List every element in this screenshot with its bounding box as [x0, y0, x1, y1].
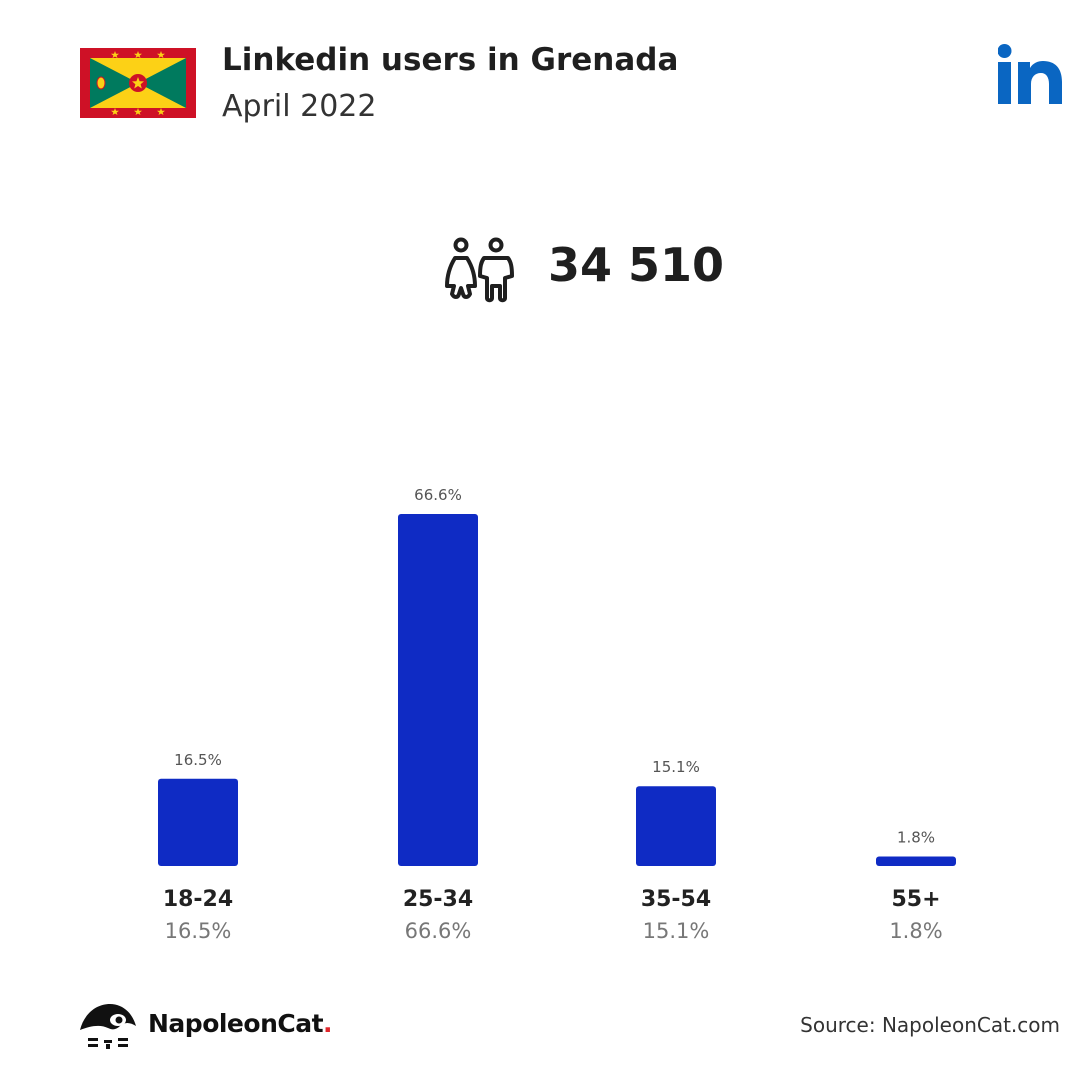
category-label: 35-54 [641, 887, 711, 912]
chart-title: Linkedin users in Grenada [222, 42, 679, 78]
category-value-label: 1.8% [889, 919, 942, 943]
brand-dot: . [323, 1009, 333, 1038]
bar-data-label: 66.6% [414, 486, 462, 504]
bar-35-54 [636, 786, 716, 866]
total-users-value: 34 510 [548, 238, 725, 292]
brand-name-text: NapoleonCat [148, 1009, 324, 1038]
category-value-label: 66.6% [405, 919, 472, 943]
napoleoncat-brand-name: NapoleonCat. [148, 1009, 333, 1038]
chart-subtitle-date: April 2022 [222, 89, 377, 124]
category-value-label: 16.5% [165, 919, 232, 943]
bar-18-24 [158, 778, 238, 866]
category-label: 55+ [891, 887, 940, 912]
age-distribution-bar-chart: 16.5% 18-24 16.5% 66.6% 25-34 66.6% 15.1% 35-54… [158, 486, 956, 943]
bar-55+ [876, 856, 956, 866]
category-value-label: 15.1% [643, 919, 710, 943]
napoleoncat-logo-icon [80, 1004, 136, 1049]
grenada-flag-icon [80, 48, 196, 118]
bar-data-label: 1.8% [897, 828, 935, 846]
bar-data-label: 16.5% [174, 751, 222, 769]
bar-data-label: 15.1% [652, 758, 700, 776]
category-label: 18-24 [163, 887, 233, 912]
users-icon [445, 237, 514, 303]
bar-25-34 [398, 514, 478, 866]
category-label: 25-34 [403, 887, 473, 912]
source-credit: Source: NapoleonCat.com [800, 1013, 1060, 1037]
linkedin-logo-icon [998, 44, 1062, 104]
